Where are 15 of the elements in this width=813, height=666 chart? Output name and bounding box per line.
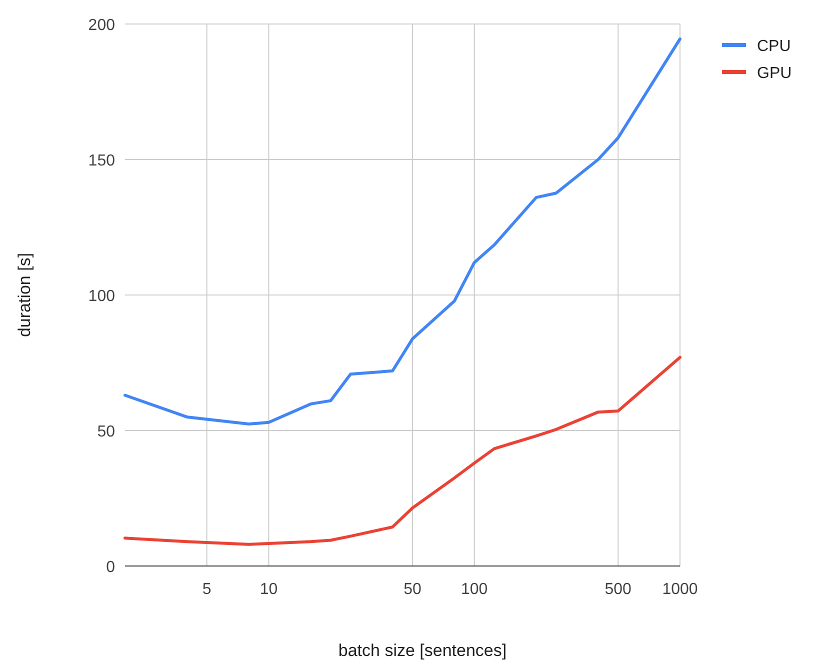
x-axis-title: batch size [sentences] (338, 641, 507, 660)
x-tick-label: 500 (604, 581, 632, 598)
y-tick-label: 200 (88, 17, 116, 34)
y-tick-label: 50 (97, 424, 116, 440)
y-tick-label: 0 (106, 559, 116, 576)
x-tick-label: 50 (404, 581, 422, 598)
legend-label: GPU (757, 65, 792, 82)
y-tick-label: 150 (88, 152, 116, 170)
y-tick-label: 100 (88, 288, 116, 305)
x-tick-label: 1000 (662, 581, 698, 598)
y-axis-title: duration [s] (15, 252, 34, 338)
legend-label: CPU (757, 38, 791, 55)
x-tick-label: 5 (202, 581, 212, 598)
x-tick-label: 10 (260, 581, 278, 598)
x-tick-label: 100 (461, 581, 488, 598)
